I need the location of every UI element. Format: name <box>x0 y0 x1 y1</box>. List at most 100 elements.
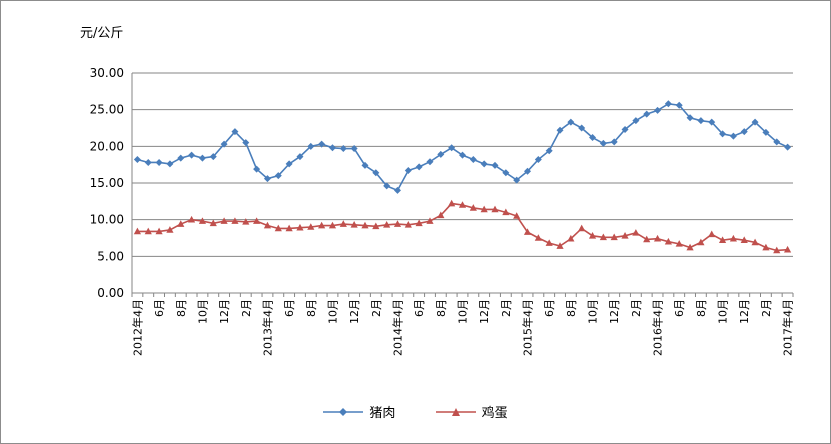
legend-item-pork: 猪肉 <box>323 402 395 421</box>
data-point <box>144 158 152 166</box>
data-point <box>534 156 542 164</box>
data-point <box>762 128 770 136</box>
data-point <box>350 221 358 228</box>
x-tick-label: 8月 <box>565 299 578 317</box>
x-axis: 2012年4月 6月 8月 10月 12月 2月 2013年4月 6月 8月 10月 12月 2月 20… <box>130 73 795 356</box>
data-point <box>415 219 423 227</box>
x-tick-label: 2016年4月 <box>651 299 665 356</box>
x-tick-label: 12月 <box>218 299 231 324</box>
data-point <box>458 201 467 208</box>
x-tick-label: 6月 <box>413 299 426 317</box>
legend-egg-swatch <box>435 407 476 416</box>
x-tick-label: 8月 <box>175 299 188 317</box>
data-point <box>643 110 651 118</box>
data-point <box>718 236 727 243</box>
x-tick-label: 12月 <box>348 299 361 324</box>
data-point <box>328 221 337 229</box>
x-tick-label: 12月 <box>608 299 621 324</box>
data-point <box>404 221 412 228</box>
y-axis-ticks: 0.00 5.00 10.00 15.00 20.00 25.00 30.00 <box>90 66 124 300</box>
data-point <box>383 221 391 228</box>
x-tick-label: 6月 <box>283 299 296 317</box>
data-point <box>708 118 716 126</box>
data-point <box>339 220 347 227</box>
data-point <box>740 128 748 136</box>
data-point <box>328 144 336 152</box>
x-tick-label: 10月 <box>457 299 470 324</box>
data-point <box>307 223 315 230</box>
x-tick-label: 2月 <box>760 299 773 317</box>
data-point <box>263 175 271 183</box>
data-point <box>350 145 358 153</box>
data-point <box>621 125 629 133</box>
series-line <box>137 202 788 252</box>
data-point <box>372 169 380 177</box>
data-point <box>513 176 521 184</box>
x-tick-label: 2012年4月 <box>130 299 144 356</box>
data-point <box>220 140 228 148</box>
line-chart: 0.00 5.00 10.00 15.00 20.00 25.00 30.00 2012年4… <box>90 66 795 356</box>
data-point <box>762 243 770 251</box>
data-point <box>632 229 640 236</box>
data-point <box>307 142 315 150</box>
data-point <box>285 160 293 168</box>
legend-egg-label: 鸡蛋 <box>481 406 508 421</box>
data-point <box>404 167 412 175</box>
data-point <box>155 227 163 235</box>
y-tick-label: 5.00 <box>97 249 124 263</box>
series-group <box>133 100 792 254</box>
data-point <box>729 132 737 140</box>
data-point <box>318 140 326 148</box>
data-point <box>556 126 564 134</box>
data-point <box>459 151 466 159</box>
legend-pork-swatch <box>323 407 364 416</box>
x-tick-label: 2月 <box>500 299 513 317</box>
data-point <box>383 182 391 190</box>
data-point <box>589 134 597 142</box>
legend-pork-label: 猪肉 <box>369 406 396 421</box>
x-tick-label: 8月 <box>305 299 318 317</box>
data-point <box>686 243 694 251</box>
data-point <box>198 217 207 224</box>
x-tick-label: 2月 <box>630 299 643 317</box>
x-tick-label: 2月 <box>240 299 253 317</box>
data-point <box>480 205 488 213</box>
data-point <box>740 236 748 243</box>
data-point <box>285 224 293 232</box>
data-point <box>578 224 586 232</box>
data-point <box>296 153 304 161</box>
data-point <box>567 118 575 126</box>
data-point <box>610 138 618 146</box>
data-point <box>773 246 781 254</box>
y-tick-label: 0.00 <box>97 286 124 300</box>
data-point <box>469 204 477 211</box>
data-point <box>513 212 521 219</box>
data-point <box>274 224 282 232</box>
data-point <box>719 130 727 138</box>
data-point <box>632 117 640 125</box>
data-point <box>426 217 434 224</box>
x-tick-label: 12月 <box>738 299 751 324</box>
x-tick-label: 2015年4月 <box>521 299 535 356</box>
data-point <box>253 165 261 173</box>
y-tick-label: 15.00 <box>90 176 124 190</box>
data-point <box>448 199 456 207</box>
data-point <box>502 169 510 177</box>
data-point <box>599 233 607 241</box>
data-point <box>209 219 217 227</box>
data-point <box>610 233 618 241</box>
y-axis-unit-label: 元/公斤 <box>80 26 124 41</box>
data-point <box>578 124 586 132</box>
data-point <box>773 138 781 146</box>
data-point <box>524 167 532 175</box>
data-point <box>198 154 206 162</box>
data-point <box>372 222 380 230</box>
data-point <box>654 106 662 114</box>
data-point <box>599 139 607 147</box>
x-tick-label: 2月 <box>370 299 383 317</box>
data-point <box>697 117 705 125</box>
x-tick-label: 10月 <box>717 299 730 324</box>
series-pork <box>133 100 792 194</box>
data-point <box>177 220 185 227</box>
